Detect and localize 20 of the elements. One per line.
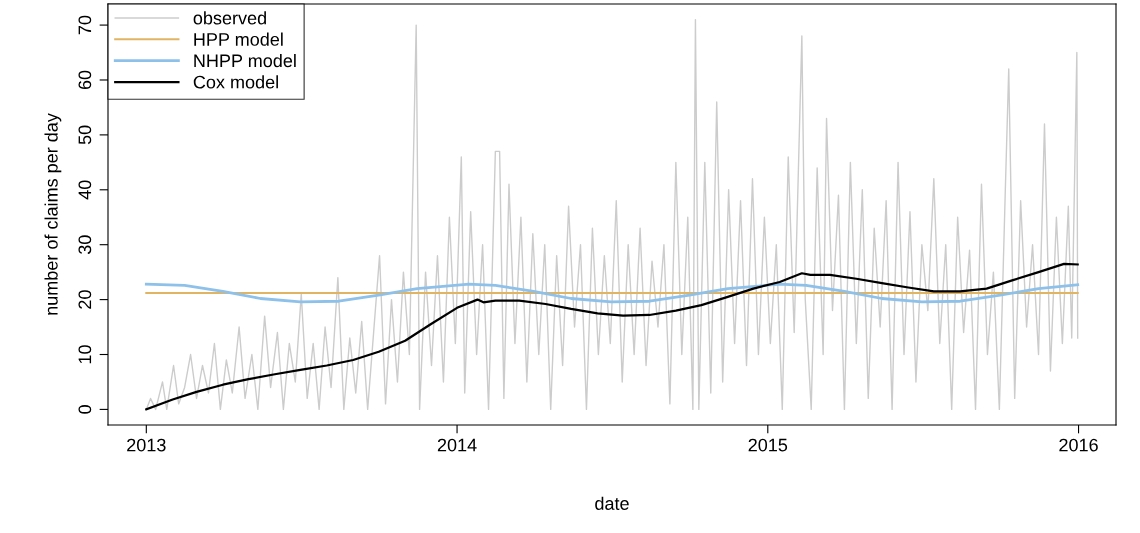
x-tick-label: 2013	[127, 438, 166, 452]
legend-label: Cox model	[193, 75, 278, 89]
x-tick-label: 2015	[748, 438, 788, 452]
y-tick-label: 70	[78, 15, 92, 35]
y-tick-label: 60	[78, 70, 92, 90]
line-series	[144, 282, 1080, 304]
y-tick-label: 10	[78, 345, 92, 364]
x-axis-title: date	[595, 496, 629, 510]
y-axis-title: number of claims per day	[44, 113, 62, 315]
legend-label: NHPP model	[194, 53, 296, 68]
y-tick-label: 50	[78, 125, 92, 145]
y-tick-label: 40	[78, 180, 92, 200]
line-series	[145, 262, 1079, 411]
x-tick-label: 2016	[1059, 438, 1098, 452]
y-tick-label: 20	[78, 290, 92, 309]
y-tick-label: 0	[78, 405, 92, 414]
y-tick-label: 30	[78, 235, 92, 255]
legend-label: observed	[193, 11, 266, 25]
legend-label: HPP model	[194, 32, 283, 46]
x-tick-label: 2014	[437, 438, 477, 452]
